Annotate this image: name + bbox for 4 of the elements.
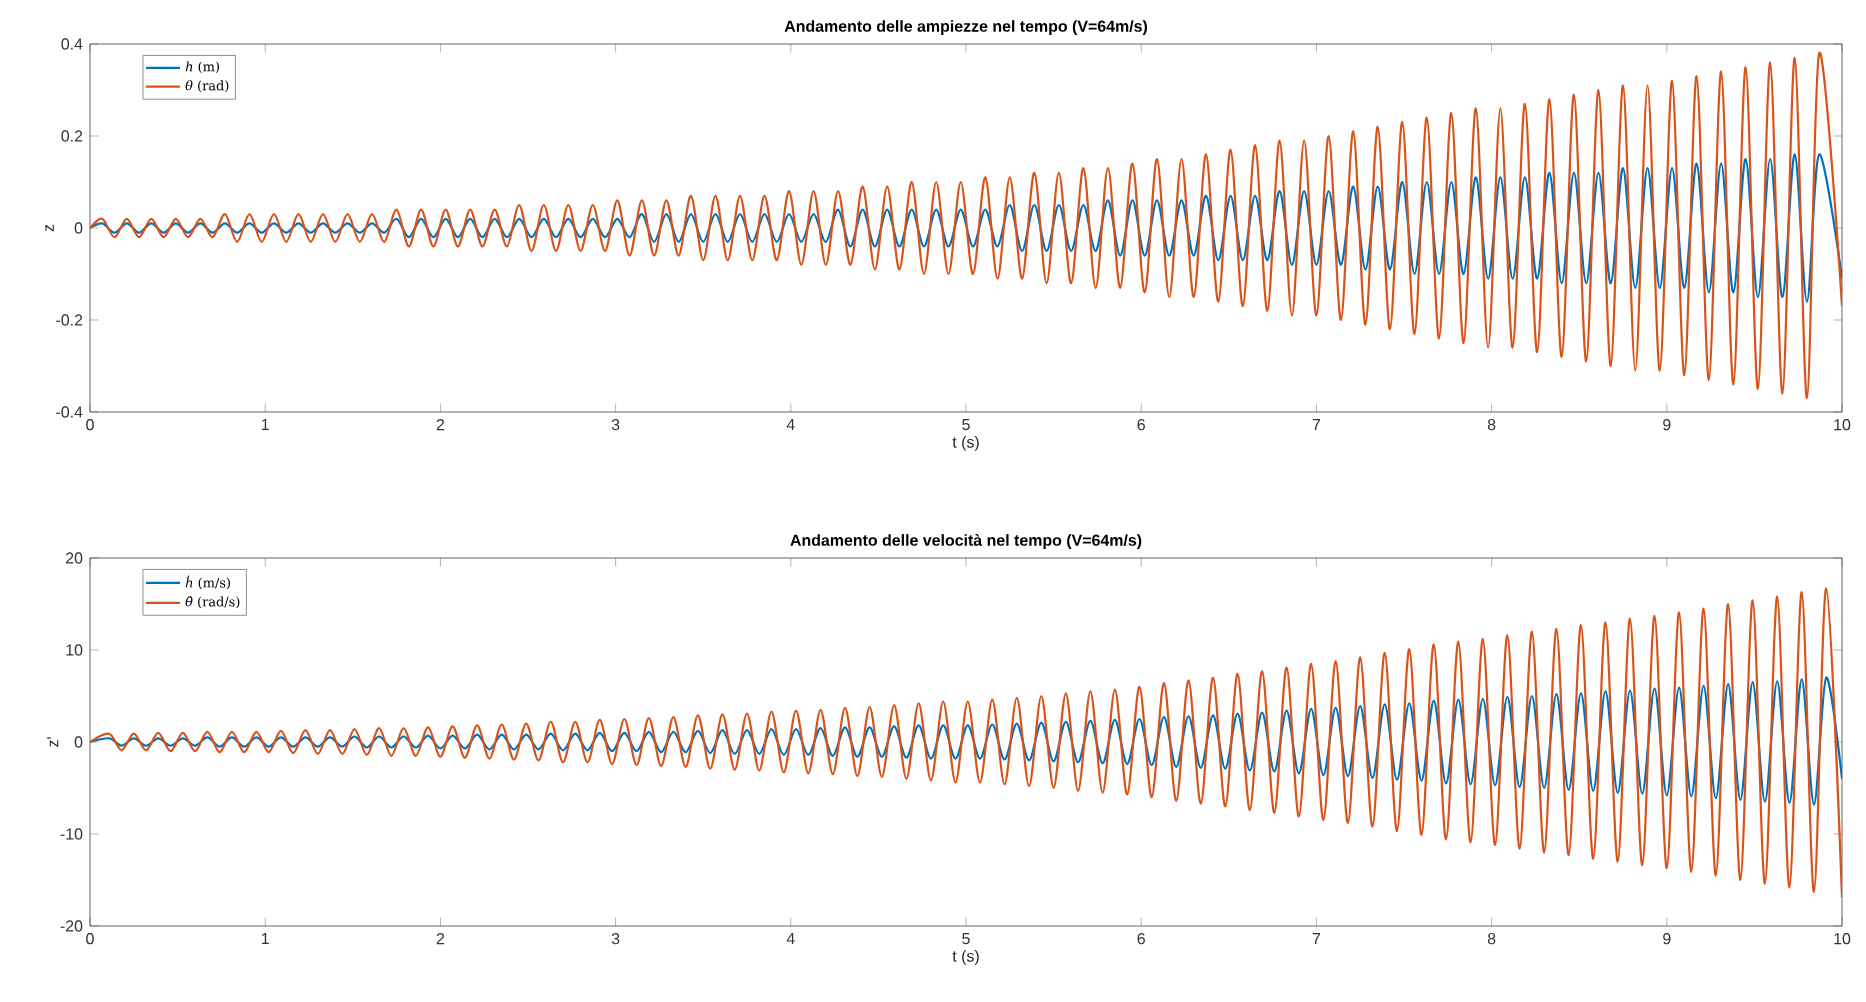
line-series [90,52,1843,400]
line-series [90,676,1843,806]
line-series [90,587,1843,899]
line-series [90,153,1843,303]
